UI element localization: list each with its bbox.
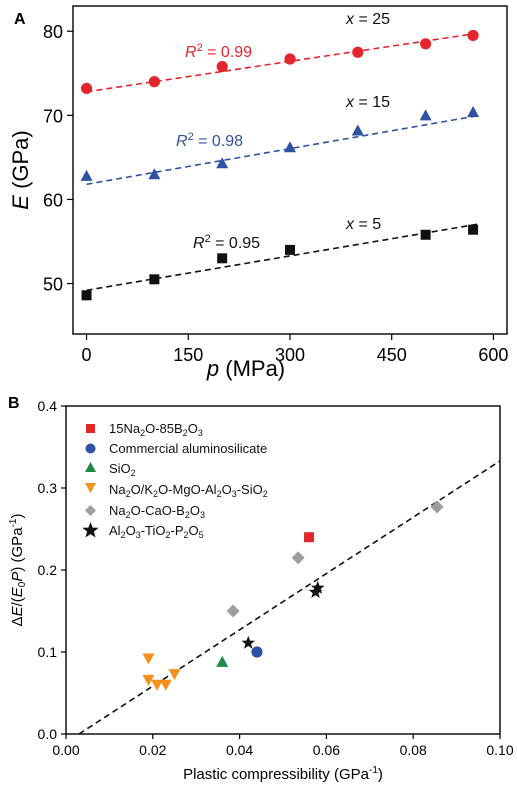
panel-a-label-x5: x = 5 (345, 216, 381, 233)
legend-label-alu: Commercial aluminosilicate (109, 441, 267, 456)
panel-b-fit-line (78, 460, 501, 735)
panel-a-ticks: 0 150 300 450 600 50 60 70 80 (43, 22, 508, 365)
panel-b-point-atp (310, 580, 325, 594)
panel-a-point (80, 82, 93, 95)
panel-a-xtick-label: 450 (377, 345, 407, 365)
panel-a-xtick-label: 0 (82, 345, 92, 365)
panel-a-point (351, 124, 364, 136)
panel-b-point-nab (304, 532, 315, 543)
panel-b-point-sio2 (216, 655, 229, 667)
panel-a-fit-line-2 (86, 223, 481, 292)
panel-a-ytick-label: 80 (43, 22, 63, 42)
panel-b-markers (142, 500, 444, 691)
panel-a-point (467, 105, 480, 117)
panel-a-ylabel: E (GPa) (8, 130, 33, 209)
panel-a-r2-x15: R2 = 0.98 (176, 131, 243, 150)
panel-b-letter: B (8, 395, 20, 412)
panel-a-point (285, 244, 295, 255)
panel-a-label-x25: x = 25 (345, 11, 390, 28)
legend-label-nakmg: Na2O/K2O-MgO-Al2O3-SiO2 (109, 482, 268, 499)
panel-a-xtick-label: 150 (173, 345, 203, 365)
panel-b-point-nakmg (168, 669, 181, 681)
panel-b-point-nacab (226, 604, 240, 618)
panel-a-point (419, 109, 432, 121)
panel-a-point (216, 60, 228, 73)
panel-a-r2-x25: R2 = 0.99 (185, 42, 252, 61)
panel-a-markers (80, 29, 480, 301)
panel-a-ytick-label: 70 (43, 106, 63, 126)
panel-b-point-nakmg (151, 679, 164, 691)
panel-b-xtick-label: 0.10 (486, 742, 513, 758)
panel-a-ytick-label: 50 (43, 275, 63, 295)
panel-b: B 0.00 0.02 0.04 0.06 0.08 0.100.00.10.20.30.… (8, 395, 514, 783)
panel-b-point-nakmg (159, 679, 172, 691)
panel-b-legend: 15Na2O-85B2O3 Commercial aluminosilicate… (82, 421, 268, 540)
panel-a-fit-line-0 (86, 32, 480, 93)
panel-a-point (148, 168, 161, 180)
panel-b-ytick-label: 0.2 (38, 562, 58, 578)
panel-b-ticks: 0.00 0.02 0.04 0.06 0.08 0.10 0.0 0.1 0.2 0.3 0.4 (38, 398, 514, 758)
panel-a-letter: A (14, 11, 26, 28)
legend-label-nab: 15Na2O-85B2O3 (109, 421, 203, 438)
panel-a-point (148, 76, 160, 88)
panel-a-point (284, 141, 296, 153)
legend-swatch-nakmg (85, 483, 96, 493)
legend-swatch-nacab (85, 505, 96, 516)
legend-label-sio2: SiO2 (109, 461, 136, 478)
panel-a-point (80, 169, 93, 181)
panel-a-point (81, 290, 92, 301)
panel-b-ytick-label: 0.0 (38, 726, 58, 742)
panel-a-point (420, 229, 431, 240)
panel-a-label-x15: x = 15 (345, 94, 390, 111)
panel-a-r2-x5: R2 = 0.95 (193, 233, 260, 252)
panel-a-point (217, 253, 228, 264)
panel-a-point (468, 224, 479, 235)
panel-b-xtick-label: 0.04 (226, 742, 253, 758)
panel-a-point (420, 38, 432, 50)
panel-a-fit-lines (86, 32, 481, 292)
panel-b-ytick-label: 0.4 (38, 398, 58, 414)
panel-b-xtick-label: 0.00 (52, 742, 79, 758)
panel-b-xtick-label: 0.08 (400, 742, 427, 758)
panel-a-xtick-label: 600 (478, 345, 508, 365)
panel-b-point-nacab (291, 551, 305, 565)
panel-b-ylabel: ΔE/(E0P) (GPa-1) (8, 514, 28, 627)
legend-swatch-sio2 (85, 462, 96, 472)
panel-a-xlabel: p (MPa) (206, 356, 285, 381)
panel-b-point-nakmg (142, 653, 155, 665)
panel-b-point-nacab (430, 500, 444, 514)
panel-a-point (149, 274, 160, 285)
panel-b-xtick-label: 0.02 (139, 742, 166, 758)
panel-b-point-alu (251, 646, 263, 658)
legend-label-nacab: Na2O-CaO-B2O3 (109, 503, 205, 520)
panel-a-point (216, 157, 229, 169)
panel-b-ytick-label: 0.3 (38, 480, 58, 496)
panel-b-xtick-label: 0.06 (313, 742, 340, 758)
panel-a-fit-line-1 (86, 114, 481, 186)
panel-b-xlabel: Plastic compressibility (GPa-1) (183, 765, 383, 783)
panel-a-point (284, 53, 296, 65)
legend-swatch-alu (85, 443, 96, 454)
panel-a-point (467, 29, 479, 42)
panel-b-point-atp (241, 635, 256, 649)
legend-star-shape (82, 521, 99, 538)
panel-b-point-nakmg (142, 674, 155, 686)
panel-b-ytick-label: 0.1 (38, 644, 58, 660)
legend-swatch-nab (86, 424, 95, 433)
panel-a-ytick-label: 60 (43, 190, 63, 210)
legend-label-atp: Al2O3-TiO2-P2O5 (109, 523, 204, 540)
panel-a-xtick-label: 300 (275, 345, 305, 365)
panel-a: A 0 150 300 450 600 50 60 70 80 x = 25 x = 15 x … (8, 5, 508, 381)
panel-a-point (352, 46, 364, 58)
legend-swatch-atp (82, 521, 99, 538)
